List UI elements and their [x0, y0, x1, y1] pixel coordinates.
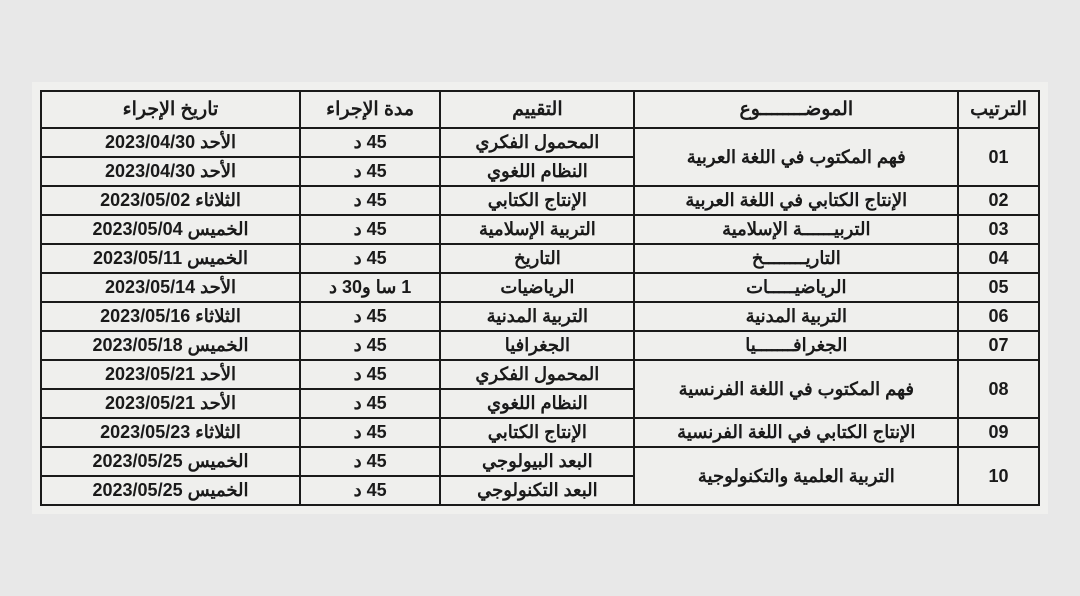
table-row: 02الإنتاج الكتابي في اللغة العربيةالإنتا…	[41, 186, 1039, 215]
cell-subject: الجغرافـــــــيا	[634, 331, 958, 360]
table-row: 07الجغرافـــــــياالجغرافيا45 دالخميس 20…	[41, 331, 1039, 360]
cell-evaluation: التاريخ	[440, 244, 634, 273]
cell-date: الأحد 2023/05/14	[41, 273, 300, 302]
cell-evaluation: النظام اللغوي	[440, 157, 634, 186]
cell-date: الخميس 2023/05/25	[41, 447, 300, 476]
cell-date: الثلاثاء 2023/05/16	[41, 302, 300, 331]
cell-subject: التاريــــــــخ	[634, 244, 958, 273]
header-evaluation: التقييم	[440, 91, 634, 128]
cell-evaluation: البعد التكنولوجي	[440, 476, 634, 505]
cell-evaluation: المحمول الفكري	[440, 360, 634, 389]
cell-evaluation: التربية المدنية	[440, 302, 634, 331]
cell-duration: 1 سا و30 د	[300, 273, 440, 302]
header-duration: مدة الإجراء	[300, 91, 440, 128]
table-header-row: الترتيب الموضــــــــوع التقييم مدة الإج…	[41, 91, 1039, 128]
cell-order: 09	[958, 418, 1039, 447]
header-subject: الموضــــــــوع	[634, 91, 958, 128]
cell-subject: فهم المكتوب في اللغة الفرنسية	[634, 360, 958, 418]
cell-date: الخميس 2023/05/18	[41, 331, 300, 360]
cell-duration: 45 د	[300, 418, 440, 447]
cell-order: 08	[958, 360, 1039, 418]
cell-evaluation: البعد البيولوجي	[440, 447, 634, 476]
cell-duration: 45 د	[300, 447, 440, 476]
table-row: 05الرياضيـــــاتالرياضيات1 سا و30 دالأحد…	[41, 273, 1039, 302]
cell-subject: فهم المكتوب في اللغة العربية	[634, 128, 958, 186]
table-row: 06التربية المدنيةالتربية المدنية45 دالثل…	[41, 302, 1039, 331]
cell-duration: 45 د	[300, 360, 440, 389]
schedule-table: الترتيب الموضــــــــوع التقييم مدة الإج…	[40, 90, 1040, 506]
table-row: 04التاريــــــــخالتاريخ45 دالخميس 2023/…	[41, 244, 1039, 273]
cell-date: الثلاثاء 2023/05/23	[41, 418, 300, 447]
cell-subject: الرياضيـــــات	[634, 273, 958, 302]
cell-subject: التربية العلمية والتكنولوجية	[634, 447, 958, 505]
table-row: 01فهم المكتوب في اللغة العربيةالمحمول ال…	[41, 128, 1039, 157]
cell-duration: 45 د	[300, 157, 440, 186]
table-body: 01فهم المكتوب في اللغة العربيةالمحمول ال…	[41, 128, 1039, 505]
cell-evaluation: الإنتاج الكتابي	[440, 418, 634, 447]
cell-evaluation: الإنتاج الكتابي	[440, 186, 634, 215]
cell-date: الأحد 2023/04/30	[41, 157, 300, 186]
cell-evaluation: الجغرافيا	[440, 331, 634, 360]
cell-evaluation: الرياضيات	[440, 273, 634, 302]
cell-duration: 45 د	[300, 389, 440, 418]
cell-evaluation: التربية الإسلامية	[440, 215, 634, 244]
table-row: 08فهم المكتوب في اللغة الفرنسيةالمحمول ا…	[41, 360, 1039, 389]
cell-subject: التربيــــــة الإسلامية	[634, 215, 958, 244]
table-row: 03التربيــــــة الإسلاميةالتربية الإسلام…	[41, 215, 1039, 244]
cell-duration: 45 د	[300, 215, 440, 244]
cell-order: 01	[958, 128, 1039, 186]
cell-duration: 45 د	[300, 302, 440, 331]
cell-date: الأحد 2023/05/21	[41, 389, 300, 418]
table-row: 10التربية العلمية والتكنولوجيةالبعد البي…	[41, 447, 1039, 476]
cell-date: الأحد 2023/04/30	[41, 128, 300, 157]
cell-order: 06	[958, 302, 1039, 331]
cell-duration: 45 د	[300, 128, 440, 157]
header-order: الترتيب	[958, 91, 1039, 128]
cell-order: 05	[958, 273, 1039, 302]
schedule-table-container: الترتيب الموضــــــــوع التقييم مدة الإج…	[32, 82, 1048, 514]
cell-date: الأحد 2023/05/21	[41, 360, 300, 389]
cell-order: 03	[958, 215, 1039, 244]
cell-date: الخميس 2023/05/25	[41, 476, 300, 505]
cell-order: 07	[958, 331, 1039, 360]
cell-order: 10	[958, 447, 1039, 505]
cell-duration: 45 د	[300, 476, 440, 505]
header-date: تاريخ الإجراء	[41, 91, 300, 128]
cell-subject: الإنتاج الكتابي في اللغة العربية	[634, 186, 958, 215]
cell-date: الخميس 2023/05/04	[41, 215, 300, 244]
cell-order: 02	[958, 186, 1039, 215]
cell-duration: 45 د	[300, 244, 440, 273]
cell-date: الخميس 2023/05/11	[41, 244, 300, 273]
cell-subject: الإنتاج الكتابي في اللغة الفرنسية	[634, 418, 958, 447]
cell-duration: 45 د	[300, 186, 440, 215]
cell-evaluation: المحمول الفكري	[440, 128, 634, 157]
table-row: 09الإنتاج الكتابي في اللغة الفرنسيةالإنت…	[41, 418, 1039, 447]
cell-subject: التربية المدنية	[634, 302, 958, 331]
cell-evaluation: النظام اللغوي	[440, 389, 634, 418]
cell-order: 04	[958, 244, 1039, 273]
cell-date: الثلاثاء 2023/05/02	[41, 186, 300, 215]
cell-duration: 45 د	[300, 331, 440, 360]
